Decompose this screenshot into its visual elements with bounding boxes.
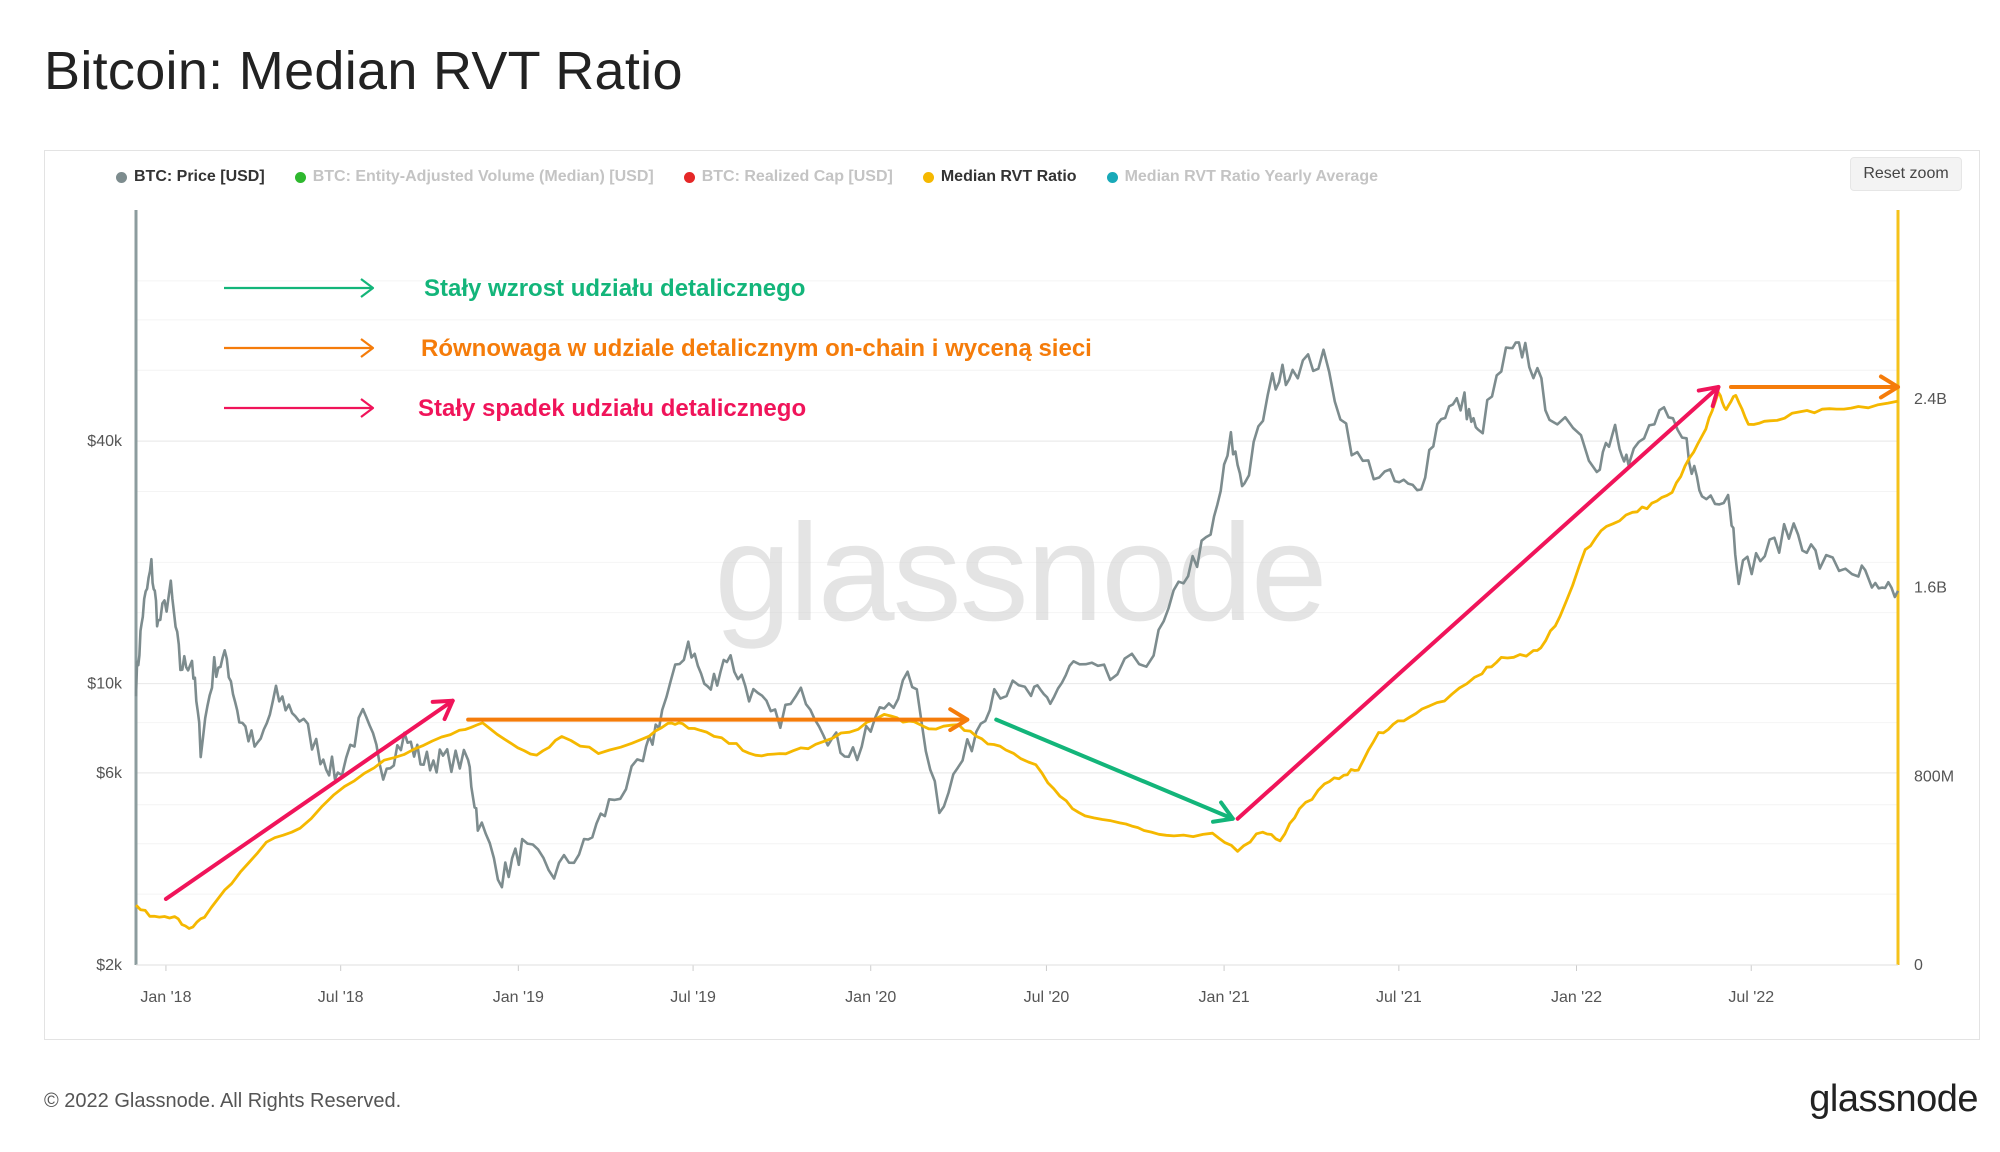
legend-item-rvt-yearly-average[interactable]: Median RVT Ratio Yearly Average	[1106, 168, 1378, 186]
trend-arrow-shaft	[994, 717, 1235, 821]
x-tick-label: Jan '21	[1199, 989, 1250, 1006]
legend-label: BTC: Price [USD]	[134, 168, 265, 185]
trend-arrow-shaft	[1235, 384, 1721, 821]
y-left-tick-label: $40k	[87, 433, 123, 450]
price-series-line	[134, 341, 1900, 889]
series-layer	[134, 341, 1900, 930]
x-tick-label: Jul '19	[670, 989, 716, 1006]
trend-arrow-head-icon	[430, 698, 455, 722]
trend-arrow-head-icon	[1211, 800, 1235, 824]
axes-layer: $2k $6k $10k $40k 0 800M 1.6B 2.4B Jan '18 Jul '1…	[87, 210, 1954, 1006]
annotation-arrow-head-icon	[360, 398, 375, 418]
y-left-tick-label: $2k	[96, 957, 123, 974]
trend-arrow-head-icon	[1878, 374, 1900, 400]
chart-legend: BTC: Price [USD] BTC: Entity-Adjusted Vo…	[116, 168, 1378, 186]
chart-frame	[44, 150, 1980, 1040]
x-tick-label: Jan '18	[140, 989, 191, 1006]
annotation-text: Równowaga w udziale detalicznym on-chain…	[421, 335, 1092, 362]
legend-label: Median RVT Ratio	[940, 168, 1077, 185]
y-left-tick-label: $6k	[96, 765, 123, 782]
legend-item-median-rvt[interactable]: Median RVT Ratio	[922, 168, 1077, 186]
x-tick-label: Jan '20	[845, 989, 896, 1006]
x-tick-label: Jul '18	[318, 989, 364, 1006]
legend-label: BTC: Realized Cap [USD]	[701, 168, 893, 185]
legend-dot-icon	[116, 171, 127, 183]
trend-arrow-shaft	[163, 698, 455, 901]
legend-dot-icon	[683, 171, 695, 183]
annotation-arrow-head-icon	[360, 338, 375, 358]
page-title: Bitcoin: Median RVT Ratio	[44, 41, 683, 101]
x-tick-label: Jan '19	[493, 989, 544, 1006]
y-left-tick-label: $10k	[87, 676, 123, 693]
reset-zoom-button[interactable]: Reset zoom	[1850, 157, 1962, 191]
x-tick-label: Jul '22	[1728, 989, 1774, 1006]
x-tick-label: Jul '21	[1376, 989, 1422, 1006]
legend-label: BTC: Entity-Adjusted Volume (Median) [US…	[312, 168, 654, 185]
annotation-arrow-head-icon	[360, 278, 375, 298]
y-right-tick-label: 800M	[1914, 768, 1954, 785]
y-right-tick-label: 2.4B	[1914, 391, 1947, 408]
legend-dot-icon	[1106, 171, 1118, 183]
legend-item-price[interactable]: BTC: Price [USD]	[116, 168, 265, 186]
annotation-text: Stały wzrost udziału detalicznego	[424, 275, 805, 302]
legend-item-entity-volume[interactable]: BTC: Entity-Adjusted Volume (Median) [US…	[294, 168, 654, 186]
arrow-layer	[163, 374, 1900, 901]
annotation-text: Stały spadek udziału detalicznego	[418, 395, 806, 422]
annotation-layer: Stały wzrost udziału detalicznego Równowa…	[224, 275, 1092, 422]
legend-dot-icon	[922, 171, 934, 183]
trend-arrow-head-icon	[1696, 384, 1721, 409]
x-tick-label: Jan '22	[1551, 989, 1602, 1006]
trend-arrow-head-icon	[948, 707, 970, 733]
x-tick-label: Jul '20	[1024, 989, 1070, 1006]
legend-item-realized-cap[interactable]: BTC: Realized Cap [USD]	[683, 168, 893, 186]
y-right-tick-label: 1.6B	[1914, 580, 1947, 597]
copyright-text: © 2022 Glassnode. All Rights Reserved.	[44, 1090, 402, 1112]
y-right-tick-label: 0	[1914, 957, 1923, 974]
watermark-text: glassnode	[714, 496, 1325, 650]
legend-label: Median RVT Ratio Yearly Average	[1124, 168, 1378, 185]
glassnode-logo: glassnode	[1809, 1078, 1978, 1120]
rvt-series-line	[135, 390, 1899, 930]
legend-dot-icon	[294, 171, 306, 183]
